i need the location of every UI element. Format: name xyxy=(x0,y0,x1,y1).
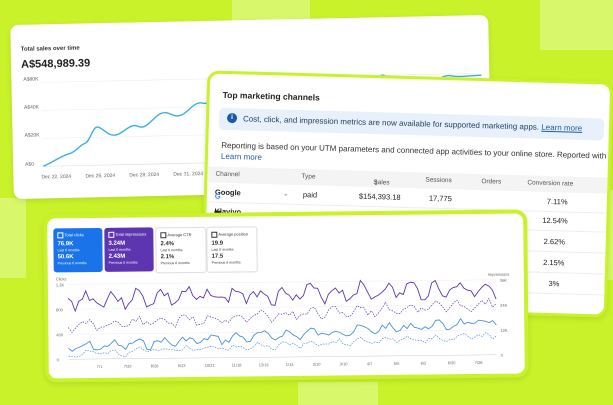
clicks-previous-line xyxy=(68,332,497,358)
background-tile xyxy=(540,0,613,50)
background-tile xyxy=(298,382,378,405)
impressions-current-line xyxy=(67,279,497,313)
desc-learn-more-link[interactable]: Learn more xyxy=(220,151,263,162)
col-conversion: Conversion rate xyxy=(527,179,574,188)
banner-learn-more-link[interactable]: Learn more xyxy=(541,122,583,133)
sort-icon: ⇕ xyxy=(373,180,379,188)
banner-message: Cost, click, and impression metrics are … xyxy=(242,114,540,132)
sessions-cell: 17,775 xyxy=(428,193,452,204)
banner-text: Cost, click, and impression metrics are … xyxy=(243,114,582,132)
info-icon: i xyxy=(226,112,238,124)
channel-cell: G Google xyxy=(214,188,241,201)
google-icon: G xyxy=(214,191,221,201)
background-tile xyxy=(0,198,26,278)
conversion-cell: 3% xyxy=(548,278,560,289)
info-banner: i Cost, click, and impression metrics ar… xyxy=(218,107,605,141)
conversion-cell: 12.54% xyxy=(542,215,568,226)
impressions-previous-line xyxy=(68,297,497,334)
type-cell: paid xyxy=(302,190,318,200)
col-sessions: Sessions xyxy=(425,176,452,185)
col-orders: Orders xyxy=(481,178,502,186)
marketing-title: Top marketing channels xyxy=(222,89,320,103)
search-performance-card: Total clicks 76.9K Last 6 months 50.6K P… xyxy=(43,209,529,383)
col-type: Type xyxy=(301,173,316,181)
conversion-cell: 7.11% xyxy=(546,196,568,207)
conversion-cell: 2.15% xyxy=(543,257,565,268)
clicks-current-line xyxy=(68,317,497,352)
col-channel: Channel xyxy=(215,170,240,179)
chevron-down-icon[interactable]: ⌄ xyxy=(282,190,289,198)
sales-cell: $154,393.18 xyxy=(358,191,401,202)
reporting-text: Reporting is based on your UTM parameter… xyxy=(221,140,613,162)
search-performance-chart xyxy=(67,279,497,360)
conversion-cell: 2.62% xyxy=(543,236,566,247)
